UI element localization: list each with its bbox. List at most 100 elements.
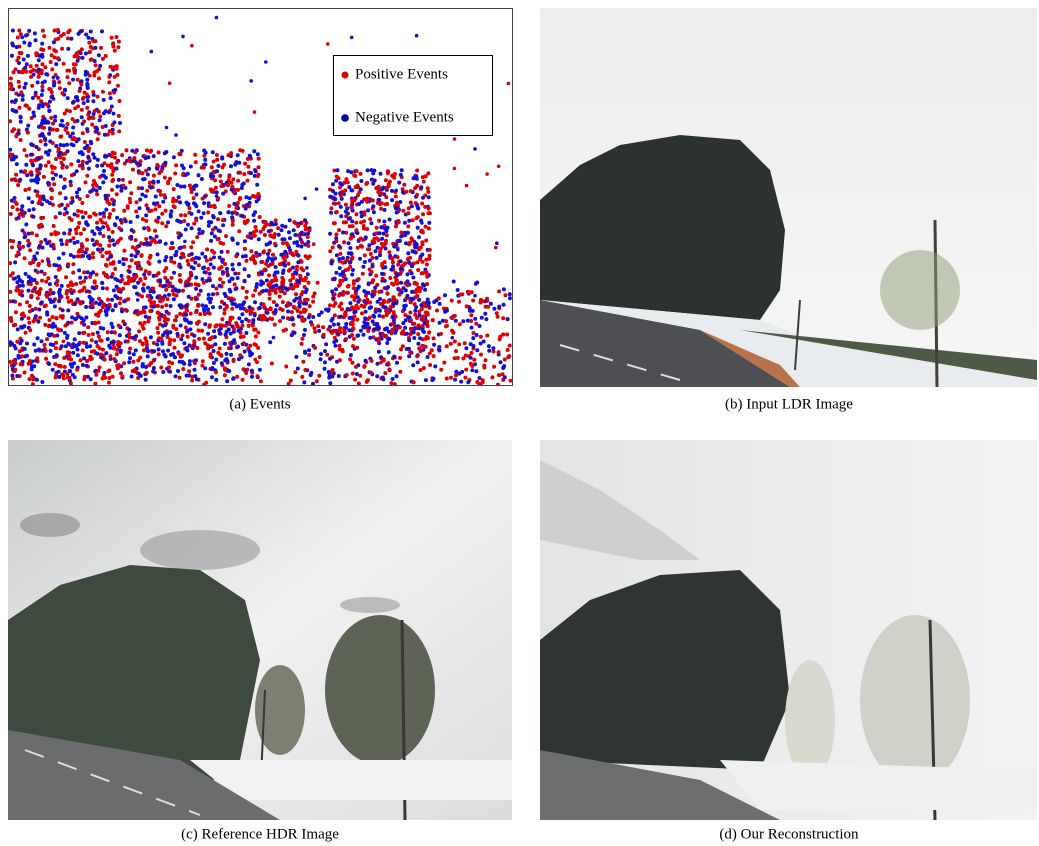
event-dot — [369, 371, 373, 375]
event-dot — [10, 42, 14, 46]
event-dot — [116, 278, 120, 282]
event-dot — [399, 173, 403, 177]
event-dot — [66, 296, 70, 300]
event-dot — [346, 307, 350, 311]
event-dot — [212, 266, 216, 270]
event-dot — [408, 241, 412, 245]
event-dot — [224, 333, 228, 337]
event-dot — [209, 355, 213, 359]
event-dot — [161, 370, 165, 374]
event-dot — [76, 254, 80, 258]
event-dot — [306, 240, 310, 244]
event-dot — [54, 316, 58, 320]
event-dot — [81, 131, 85, 135]
event-dot — [384, 195, 388, 199]
event-dot — [82, 270, 86, 274]
event-dot — [350, 321, 354, 325]
event-dot — [20, 289, 24, 293]
event-dot — [352, 286, 356, 290]
event-dot — [415, 204, 419, 208]
event-dot — [142, 226, 146, 230]
event-dot — [62, 143, 66, 147]
event-dot — [227, 175, 231, 179]
event-dot — [246, 235, 250, 239]
event-dot — [328, 195, 332, 199]
event-dot — [497, 165, 501, 169]
event-dot — [133, 368, 137, 372]
event-dot — [304, 254, 308, 258]
event-dot — [13, 277, 17, 281]
event-dot — [186, 335, 190, 339]
event-dot — [193, 153, 197, 157]
event-dot — [148, 256, 152, 260]
event-dot — [190, 379, 194, 383]
event-dot — [338, 344, 342, 348]
event-dot — [256, 331, 260, 335]
event-dot — [364, 291, 368, 295]
event-dot — [226, 273, 230, 277]
event-dot — [152, 349, 156, 353]
event-dot — [338, 181, 342, 185]
event-dot — [144, 213, 148, 217]
event-dot — [99, 46, 103, 50]
event-dot — [12, 70, 16, 74]
event-dot — [15, 374, 19, 378]
event-dot — [350, 273, 354, 277]
event-dot — [300, 319, 304, 323]
event-dot — [73, 212, 77, 216]
event-dot — [166, 180, 170, 184]
event-dot — [286, 303, 290, 307]
event-dot — [413, 281, 417, 285]
event-dot — [31, 163, 35, 167]
event-dot — [478, 376, 482, 380]
event-dot — [485, 172, 489, 176]
event-dot — [472, 331, 476, 335]
event-dot — [47, 260, 51, 264]
event-dot — [15, 254, 19, 258]
event-dot — [366, 378, 370, 382]
event-dot — [88, 344, 92, 348]
event-dot — [160, 299, 164, 303]
event-dot — [72, 67, 76, 71]
event-dot — [209, 257, 213, 261]
event-dot — [42, 135, 46, 139]
event-dot — [280, 282, 284, 286]
event-dot — [464, 346, 468, 350]
event-dot — [142, 348, 146, 352]
event-dot — [236, 325, 240, 329]
event-dot — [138, 321, 142, 325]
event-dot — [164, 255, 168, 259]
event-dot — [240, 312, 244, 316]
event-dot — [412, 322, 416, 326]
event-dot — [479, 335, 483, 339]
event-dot — [62, 231, 66, 235]
event-dot — [351, 344, 355, 348]
event-dot — [35, 233, 39, 237]
event-dot — [134, 274, 138, 278]
event-dot — [148, 271, 152, 275]
event-dot — [403, 326, 407, 330]
event-dot — [347, 241, 351, 245]
event-dot — [123, 162, 127, 166]
event-dot — [328, 232, 332, 236]
event-dot — [228, 322, 232, 326]
event-dot — [380, 242, 384, 246]
event-dot — [337, 176, 341, 180]
event-dot — [243, 267, 247, 271]
event-dot — [118, 287, 122, 291]
event-dot — [127, 158, 131, 162]
event-dot — [157, 352, 161, 356]
event-dot — [34, 307, 38, 311]
event-dot — [439, 332, 443, 336]
event-dot — [210, 366, 214, 370]
event-dot — [443, 293, 447, 297]
event-dot — [148, 181, 152, 185]
event-dot — [387, 361, 391, 365]
event-dot — [58, 86, 62, 90]
event-dot — [363, 260, 367, 264]
event-dot — [188, 206, 192, 210]
event-dot — [337, 244, 341, 248]
event-dot — [152, 154, 156, 158]
event-dot — [210, 165, 214, 169]
event-dot — [258, 368, 262, 372]
